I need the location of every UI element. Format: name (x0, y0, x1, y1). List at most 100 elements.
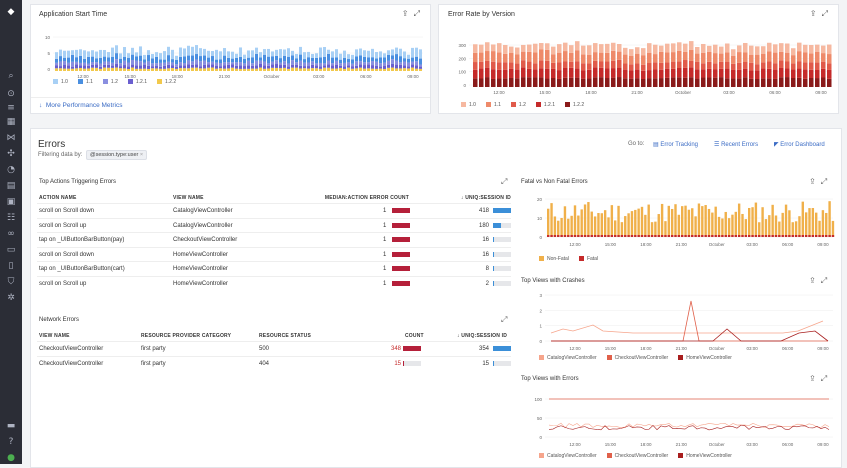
fatal-bar (801, 235, 804, 237)
export-icon[interactable]: ⇪ (809, 276, 816, 285)
error-tracking-link[interactable]: ▤ Error Tracking (653, 142, 699, 148)
page-icon[interactable]: ▯ (8, 261, 14, 271)
export-icon[interactable]: ⇪ (401, 9, 409, 18)
expand-icon[interactable]: ⤢ (413, 9, 420, 18)
binoculars-icon[interactable]: ⊙ (7, 89, 15, 99)
legend-item[interactable]: Non-Fatal (539, 256, 569, 262)
export-icon[interactable]: ⇪ (809, 177, 816, 186)
bar-segment (707, 61, 712, 69)
expand-icon[interactable]: ⤢ (501, 315, 508, 324)
bar-segment (731, 63, 736, 70)
bar-segment (331, 57, 334, 64)
panel-actions[interactable]: ⇪ ⤢ (810, 9, 828, 19)
legend-item[interactable]: HomeViewController (678, 355, 732, 361)
export-icon[interactable]: ⇪ (809, 374, 816, 383)
bar-segment (75, 49, 78, 58)
non-fatal-bar (815, 212, 818, 237)
close-icon[interactable]: × (139, 152, 144, 158)
legend-item[interactable]: 1.1 (485, 102, 501, 108)
panel-actions[interactable]: ⇪ ⤢ (809, 276, 827, 286)
bar-segment (179, 47, 182, 57)
gauge-icon[interactable]: ◔ (7, 165, 15, 175)
graph-icon[interactable]: ⋈ (6, 133, 16, 143)
legend-item[interactable]: 1.0 (53, 79, 68, 85)
bar-segment (725, 43, 730, 53)
errors-title: Errors (38, 139, 66, 150)
fatal-bar (640, 235, 644, 237)
bar-segment (629, 78, 634, 87)
network-icon[interactable]: ✣ (7, 149, 15, 159)
bar-segment (219, 62, 222, 67)
table-row[interactable]: scroll on Scroll up HomeViewController 1 2 (37, 275, 511, 290)
recent-errors-link[interactable]: ☰ Recent Errors (714, 142, 759, 148)
panel-actions[interactable]: ⇪ ⤢ (402, 9, 420, 19)
avatar-icon[interactable]: ● (7, 453, 15, 463)
bar-segment (411, 61, 414, 65)
legend-item[interactable]: 1.2.1 (127, 79, 147, 85)
legend-item[interactable]: 1.0 (461, 102, 476, 108)
legend-item[interactable]: 1.2.2 (156, 79, 176, 85)
help-icon[interactable]: ? (8, 437, 14, 447)
legend-item[interactable]: CatalogViewController (539, 355, 597, 361)
filter-tag[interactable]: @session.type:user × (86, 150, 148, 160)
list-icon[interactable]: ≡ (7, 103, 15, 113)
legend-item[interactable]: 1.2.2 (564, 102, 584, 108)
server-icon[interactable]: ▤ (6, 181, 16, 191)
search-icon[interactable]: ⌕ (8, 71, 14, 81)
panel-actions[interactable]: ⇪ ⤢ (809, 374, 827, 384)
legend-item[interactable]: CheckoutViewController (606, 453, 668, 459)
bar-segment (731, 69, 736, 79)
doc-icon[interactable]: ▭ (6, 245, 16, 255)
bar-segment (363, 50, 366, 57)
gear-icon[interactable]: ✲ (7, 293, 15, 303)
bar-segment (95, 62, 98, 65)
more-performance-metrics-link[interactable]: ↓ More Performance Metrics (39, 102, 123, 109)
expand-icon[interactable]: ⤢ (821, 9, 828, 18)
legend-item[interactable]: 1.2.1 (535, 102, 555, 108)
column-header[interactable]: COUNT (405, 333, 424, 339)
table-row[interactable]: tap on _UIButtonBarButton(pay) CheckoutVi… (37, 232, 511, 246)
legend-item[interactable]: 1.2 (102, 79, 118, 85)
chat-icon[interactable]: ▬ (6, 421, 16, 431)
error-dashboard-link[interactable]: ◤ Error Dashboard (774, 142, 825, 148)
column-header[interactable]: ACTION NAME (39, 195, 77, 201)
legend-item[interactable]: HomeViewController (678, 453, 732, 459)
link-icon[interactable]: ∞ (7, 229, 15, 239)
expand-icon[interactable]: ⤢ (820, 177, 828, 186)
shield-icon[interactable]: ⛉ (7, 277, 15, 287)
box-icon[interactable]: ▣ (6, 197, 16, 207)
bar-segment (59, 56, 62, 62)
legend-item[interactable]: CatalogViewController (539, 453, 597, 459)
column-header[interactable]: VIEW NAME (173, 195, 204, 201)
table-row[interactable]: CheckoutViewController first party 500 348 3… (37, 341, 511, 355)
table-row[interactable]: tap on _UIButtonBarButton(cart) HomeViewC… (37, 261, 511, 275)
bar-segment (575, 61, 580, 69)
legend-item[interactable]: 1.2 (510, 102, 526, 108)
legend-item[interactable]: CheckoutViewController (606, 355, 668, 361)
expand-icon[interactable]: ⤢ (820, 374, 828, 383)
session-bar-track (493, 237, 511, 242)
expand-icon[interactable]: ⤢ (820, 276, 828, 285)
column-header[interactable]: VIEW NAME (39, 333, 70, 339)
table-row[interactable]: scroll on Scroll down HomeViewController 1… (37, 246, 511, 261)
legend-item[interactable]: 1.1 (77, 79, 93, 85)
legend-item[interactable]: Fatal (578, 256, 598, 262)
table-row[interactable]: CheckoutViewController first party 404 15 15 (37, 355, 511, 370)
panel-actions[interactable]: ⇪ ⤢ (809, 177, 827, 187)
expand-icon[interactable]: ⤢ (501, 177, 508, 186)
dog-logo-icon[interactable]: ◆ (7, 7, 15, 17)
bar-segment (803, 44, 808, 53)
column-header[interactable]: MEDIAN:ACTION ERROR COUNT (324, 195, 409, 201)
bar-segment (111, 67, 114, 71)
export-icon[interactable]: ⇪ (809, 9, 817, 18)
table-row[interactable]: scroll on Scroll down CatalogViewControll… (37, 203, 511, 217)
column-header[interactable]: RESOURCE PROVIDER CATEGORY (141, 333, 232, 339)
dashboard-icon[interactable]: ▦ (6, 117, 16, 127)
bar-segment (211, 67, 214, 71)
column-header[interactable]: RESOURCE STATUS (259, 333, 311, 339)
column-header[interactable]: ↓ UNIQ:SESSION ID (460, 195, 511, 201)
filter-icon[interactable]: ☷ (6, 213, 16, 223)
column-header[interactable]: ↓ UNIQ:SESSION ID (457, 333, 508, 339)
x-tick-label: 21:00 (676, 442, 688, 447)
table-row[interactable]: scroll on Scroll up CatalogViewController… (37, 217, 511, 232)
